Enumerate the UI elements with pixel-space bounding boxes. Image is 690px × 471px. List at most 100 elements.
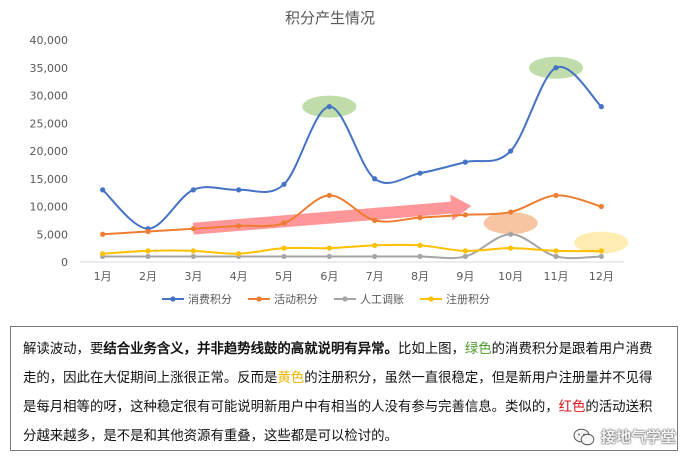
data-point (417, 215, 423, 221)
note-green-word: 绿色 (464, 342, 492, 357)
legend-label: 消费积分 (188, 292, 232, 306)
y-tick-label: 5,000 (37, 228, 69, 241)
data-point (372, 242, 378, 248)
x-axis: 1月 2月 3月 4月 5月 6月 7月 8月 9月 10月 11月 12月 (80, 261, 624, 283)
x-tick-label: 4月 (230, 270, 248, 283)
data-point (326, 192, 332, 198)
line-chart: 积分产生情况 0 5,000 10,000 15,000 20,000 25,000 30,… (30, 9, 629, 306)
y-tick-label: 10,000 (30, 201, 69, 214)
data-point (417, 170, 423, 176)
note-bold-text: 结合业务含义，并非趋势线鼓的高就说明有异常。 (103, 342, 398, 357)
data-point (598, 104, 604, 110)
data-point (236, 223, 242, 229)
data-point (553, 248, 559, 254)
data-point (598, 253, 604, 260)
legend-item: 人工调账 (334, 293, 404, 306)
legend-item: 消费积分 (162, 292, 232, 306)
data-point (372, 217, 378, 223)
data-point (462, 248, 468, 254)
trend-arrow-shape (192, 194, 472, 235)
data-point (462, 253, 468, 260)
data-point (190, 226, 196, 232)
note-red-word: 红色 (558, 400, 586, 415)
y-tick-label: 35,000 (30, 62, 69, 75)
legend-item: 活动积分 (248, 293, 318, 306)
data-point (190, 187, 196, 193)
y-tick-label: 40,000 (30, 34, 69, 47)
watermark-text: 接地气学堂 (600, 428, 676, 446)
data-point (236, 187, 242, 193)
data-point (326, 245, 332, 251)
data-point (190, 253, 196, 260)
data-point (462, 212, 468, 218)
data-point (326, 253, 332, 260)
series-line (102, 194, 602, 236)
y-tick-label: 30,000 (30, 90, 69, 103)
series-line (101, 65, 603, 230)
x-tick-label: 12月 (589, 270, 614, 283)
data-point (236, 251, 242, 257)
legend-label: 注册积分 (446, 292, 490, 306)
data-point (508, 148, 514, 154)
legend-label: 人工调账 (360, 293, 404, 306)
x-tick-label: 10月 (498, 270, 523, 283)
y-tick-label: 15,000 (30, 173, 69, 186)
x-tick-label: 3月 (184, 270, 202, 283)
note-yellow-word: 黄色 (277, 371, 305, 386)
data-point (372, 253, 378, 260)
data-point (417, 253, 423, 260)
data-point (281, 253, 287, 260)
data-point (100, 187, 106, 193)
legend-swatch-dot (428, 296, 434, 302)
data-point (598, 203, 604, 210)
data-point (100, 251, 106, 257)
data-point (508, 245, 514, 251)
note-text-1: 解读波动，要 (23, 342, 104, 357)
trend-arrow-body (192, 194, 472, 235)
y-tick-label: 25,000 (30, 117, 69, 130)
data-point (281, 181, 287, 187)
data-point (553, 65, 559, 71)
data-point (281, 245, 287, 251)
wechat-icon (573, 428, 595, 445)
x-tick-label: 6月 (320, 270, 338, 283)
legend-item: 注册积分 (420, 292, 490, 306)
note-text-3: 的消费积分是跟着用户消费走的，因此在大促期间上涨很正常。反而是 (23, 342, 653, 386)
highlight-ellipse (483, 212, 538, 235)
note-text-4: 的注册积分，虽然一直很稳定，但是新用户注册量并不见得是每月相等的呀，这种稳定很有… (23, 371, 653, 415)
note-text-5: 的活动送积分越来越多，是不是和其他资源有重叠，这些都是可以检讨的。 (23, 400, 653, 444)
data-point (553, 253, 559, 260)
data-point (190, 248, 196, 254)
data-point (462, 159, 468, 165)
data-point (145, 253, 151, 260)
legend: 消费积分 活动积分 人工调账 注册积分 (162, 292, 490, 306)
x-tick-label: 7月 (366, 270, 384, 283)
data-point (417, 242, 423, 248)
data-point (326, 104, 332, 110)
watermark: 接地气学堂 (573, 426, 676, 447)
highlight-ellipse (574, 231, 629, 254)
data-point (372, 176, 378, 182)
y-tick-label: 20,000 (30, 145, 69, 158)
series-line (102, 233, 602, 260)
series-lines (100, 65, 604, 260)
x-tick-label: 11月 (544, 270, 569, 283)
x-tick-label: 8月 (411, 270, 429, 283)
legend-swatch-dot (342, 296, 348, 302)
series-line (102, 243, 602, 255)
data-point (100, 231, 106, 237)
legend-label: 活动积分 (274, 293, 318, 306)
data-point (553, 192, 559, 198)
trend-arrow (192, 194, 472, 235)
x-tick-label: 2月 (139, 270, 157, 283)
legend-swatch-dot (256, 296, 262, 302)
x-tick-label: 9月 (456, 270, 474, 283)
data-point (281, 220, 287, 226)
y-axis: 0 5,000 10,000 15,000 20,000 25,000 30,000 35,0… (30, 34, 69, 269)
data-point (145, 228, 151, 235)
data-point (145, 248, 151, 254)
data-point (598, 248, 604, 254)
x-tick-label: 1月 (94, 270, 112, 283)
note-text-2: 比如上图， (397, 342, 465, 357)
chart-title: 积分产生情况 (285, 9, 375, 27)
